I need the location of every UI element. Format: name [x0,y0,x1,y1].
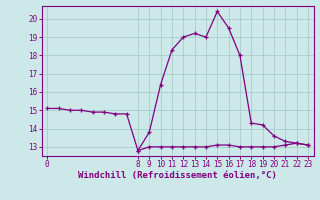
X-axis label: Windchill (Refroidissement éolien,°C): Windchill (Refroidissement éolien,°C) [78,171,277,180]
